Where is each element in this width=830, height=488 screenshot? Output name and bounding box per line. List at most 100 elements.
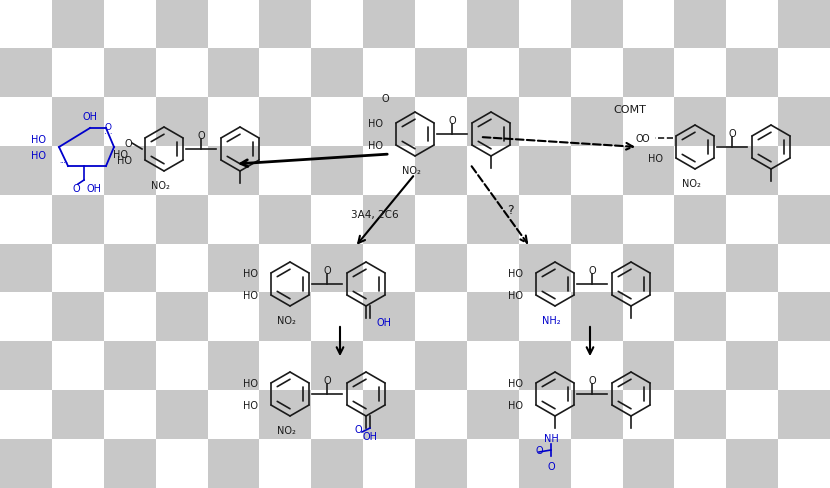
Text: O: O <box>535 445 543 455</box>
Bar <box>52 98 104 146</box>
Bar <box>571 342 622 390</box>
Bar <box>519 390 571 439</box>
Bar <box>415 49 467 98</box>
Bar <box>415 0 467 49</box>
Text: O: O <box>354 424 362 434</box>
Bar <box>364 146 415 195</box>
Text: OH: OH <box>86 183 101 194</box>
Bar <box>622 98 675 146</box>
Bar <box>779 49 830 98</box>
Bar <box>467 49 519 98</box>
Bar <box>467 195 519 244</box>
Bar <box>519 98 571 146</box>
Bar <box>675 0 726 49</box>
Bar <box>208 195 260 244</box>
Bar <box>415 244 467 293</box>
Bar <box>156 98 208 146</box>
Bar <box>622 49 675 98</box>
Bar <box>622 293 675 342</box>
Text: O: O <box>636 134 643 143</box>
Bar <box>675 195 726 244</box>
Text: O: O <box>323 265 331 275</box>
Bar <box>208 49 260 98</box>
Bar <box>52 244 104 293</box>
Bar <box>675 390 726 439</box>
Bar <box>726 342 779 390</box>
Text: 3A4, 2C6: 3A4, 2C6 <box>351 209 398 220</box>
Bar <box>208 146 260 195</box>
Bar <box>519 439 571 488</box>
Text: O: O <box>72 183 80 194</box>
Bar <box>675 244 726 293</box>
Bar <box>622 146 675 195</box>
Bar <box>260 195 311 244</box>
Bar <box>311 98 364 146</box>
Bar <box>467 244 519 293</box>
Bar <box>208 0 260 49</box>
Bar <box>467 98 519 146</box>
Bar <box>260 49 311 98</box>
Bar <box>260 98 311 146</box>
Bar <box>52 146 104 195</box>
Bar <box>156 390 208 439</box>
Bar <box>208 293 260 342</box>
Bar <box>519 342 571 390</box>
Bar <box>0 98 52 146</box>
Bar <box>156 195 208 244</box>
Text: OH: OH <box>82 112 97 122</box>
Bar <box>0 293 52 342</box>
Bar <box>779 342 830 390</box>
Bar <box>519 244 571 293</box>
Bar <box>208 439 260 488</box>
Text: NH₂: NH₂ <box>542 315 560 325</box>
Bar <box>364 390 415 439</box>
Bar <box>571 195 622 244</box>
Text: OH: OH <box>363 431 378 441</box>
Bar <box>0 439 52 488</box>
Text: O: O <box>728 129 736 139</box>
Bar <box>675 98 726 146</box>
Bar <box>571 0 622 49</box>
Text: O: O <box>588 375 596 385</box>
Bar <box>104 439 156 488</box>
Bar <box>622 0 675 49</box>
Bar <box>622 439 675 488</box>
Bar <box>104 342 156 390</box>
Text: O: O <box>198 131 205 141</box>
Bar <box>260 0 311 49</box>
Bar <box>311 244 364 293</box>
Bar <box>104 195 156 244</box>
Text: OH: OH <box>377 317 392 327</box>
Text: HO: HO <box>242 378 257 388</box>
Bar <box>364 98 415 146</box>
Bar <box>0 49 52 98</box>
Text: HO: HO <box>31 135 46 145</box>
Bar <box>52 0 104 49</box>
Bar <box>779 390 830 439</box>
Text: ?: ? <box>506 203 513 216</box>
Bar <box>622 342 675 390</box>
Bar <box>0 244 52 293</box>
Bar <box>415 98 467 146</box>
Bar <box>364 244 415 293</box>
Bar <box>726 293 779 342</box>
Bar <box>156 49 208 98</box>
Bar <box>104 146 156 195</box>
Bar <box>726 390 779 439</box>
Bar <box>675 293 726 342</box>
Text: NO₂: NO₂ <box>681 179 701 189</box>
Bar <box>364 195 415 244</box>
Bar <box>519 49 571 98</box>
Bar <box>311 342 364 390</box>
Bar <box>260 439 311 488</box>
Bar <box>779 146 830 195</box>
Bar <box>0 390 52 439</box>
Bar <box>519 0 571 49</box>
Text: ···: ··· <box>104 130 112 139</box>
Bar <box>726 146 779 195</box>
Text: NH: NH <box>544 433 559 443</box>
Bar <box>260 146 311 195</box>
Bar <box>519 195 571 244</box>
Text: O: O <box>642 134 649 143</box>
Bar <box>156 439 208 488</box>
